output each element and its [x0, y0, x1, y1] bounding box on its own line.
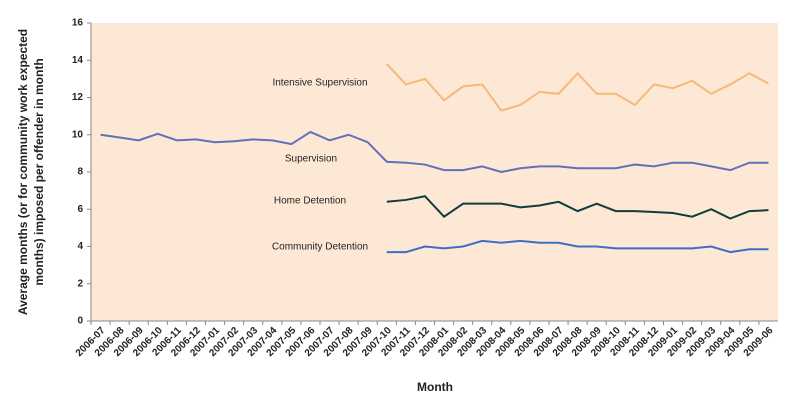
series-label: Home Detention — [274, 196, 346, 207]
y-axis-title: months) imposed per offender in month — [32, 58, 46, 285]
series-line — [386, 195, 769, 220]
series-line — [100, 130, 769, 174]
y-tick-label: 16 — [72, 18, 84, 29]
x-axis-title: Month — [417, 380, 453, 394]
series-line — [386, 239, 769, 254]
y-tick-label: 12 — [72, 92, 84, 103]
plot-area — [91, 23, 778, 321]
plot: 02468101214162006-072006-082006-092006-1… — [72, 18, 778, 359]
y-tick-label: 6 — [77, 204, 83, 215]
y-axis-title: Average months (or for community work ex… — [16, 29, 30, 315]
y-tick-label: 8 — [77, 167, 83, 178]
series-line — [386, 63, 769, 112]
series-label: Supervision — [285, 154, 337, 165]
series-label: Community Detention — [272, 242, 368, 253]
y-tick-label: 10 — [72, 129, 84, 140]
y-tick-label: 0 — [77, 316, 83, 327]
y-tick-label: 4 — [77, 241, 83, 252]
y-tick-label: 14 — [72, 55, 84, 66]
y-tick-label: 2 — [77, 278, 83, 289]
series-label: Intensive Supervision — [272, 78, 367, 89]
